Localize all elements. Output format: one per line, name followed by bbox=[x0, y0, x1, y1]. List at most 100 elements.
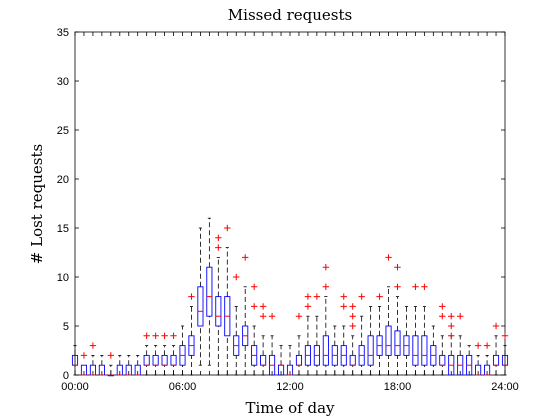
box-item bbox=[304, 293, 312, 376]
box-item bbox=[197, 227, 204, 366]
box-item bbox=[215, 234, 222, 376]
box bbox=[367, 335, 374, 366]
x-tick-label: 06:00 bbox=[169, 381, 197, 393]
outlier-marker bbox=[376, 293, 383, 300]
x-tick-label: 12:00 bbox=[276, 381, 304, 393]
box-item bbox=[492, 322, 500, 376]
box-item bbox=[430, 325, 437, 376]
outlier-marker bbox=[385, 254, 392, 261]
outlier-marker bbox=[215, 244, 222, 251]
outlier-marker bbox=[152, 332, 159, 339]
outlier-marker bbox=[89, 342, 97, 349]
outlier-marker bbox=[268, 313, 276, 320]
y-tick-label: 25 bbox=[57, 125, 69, 137]
outlier-marker bbox=[492, 322, 500, 330]
box bbox=[215, 296, 222, 327]
outlier-marker bbox=[80, 352, 88, 359]
y-tick-label: 0 bbox=[63, 370, 69, 382]
outlier-marker bbox=[143, 332, 150, 339]
box-item bbox=[277, 345, 285, 376]
box-item bbox=[80, 352, 88, 376]
y-tick-label: 20 bbox=[57, 174, 69, 186]
box bbox=[394, 330, 401, 356]
outlier-marker bbox=[340, 303, 347, 310]
outlier-marker bbox=[259, 303, 267, 310]
box bbox=[421, 335, 428, 366]
outlier-marker bbox=[439, 313, 446, 320]
box-item bbox=[385, 254, 392, 376]
outlier-marker bbox=[358, 293, 365, 300]
outlier-marker bbox=[439, 303, 446, 310]
outlier-marker bbox=[242, 254, 249, 261]
chart-title: Missed requests bbox=[228, 6, 352, 24]
outlier-marker bbox=[259, 313, 267, 320]
outlier-marker bbox=[250, 303, 258, 310]
outlier-marker bbox=[448, 332, 455, 339]
outlier-marker bbox=[457, 313, 464, 320]
box-item bbox=[152, 332, 159, 376]
box-item bbox=[358, 293, 365, 376]
outlier-marker bbox=[161, 332, 168, 339]
plot-area bbox=[74, 31, 506, 376]
outlier-marker bbox=[304, 303, 312, 310]
box bbox=[206, 266, 213, 317]
outlier-marker bbox=[448, 313, 455, 320]
outlier-marker bbox=[215, 234, 222, 241]
outlier-marker bbox=[483, 342, 491, 349]
y-axis-label: # Lost requests bbox=[28, 144, 46, 264]
outlier-marker bbox=[188, 293, 195, 300]
y-tick-label: 10 bbox=[57, 272, 69, 284]
outlier-marker bbox=[313, 293, 321, 300]
outlier-marker bbox=[501, 332, 509, 339]
outlier-marker bbox=[304, 293, 312, 300]
outlier-marker bbox=[170, 332, 177, 339]
outlier-marker bbox=[474, 342, 482, 349]
box-item bbox=[474, 342, 482, 376]
outlier-marker bbox=[421, 283, 428, 290]
tick-layer: 0 5 10 15 20 25 30 35 00:00 06:00 12:00 18:00 24:00 bbox=[57, 27, 519, 393]
outlier-marker bbox=[349, 322, 356, 330]
box-item bbox=[349, 303, 356, 376]
y-tick-label: 5 bbox=[63, 321, 69, 333]
box-item bbox=[448, 313, 455, 376]
box-item bbox=[250, 283, 258, 376]
outlier-marker bbox=[322, 264, 330, 271]
y-tick-label: 15 bbox=[57, 223, 69, 235]
y-tick-label: 30 bbox=[57, 76, 69, 88]
box-item bbox=[412, 283, 419, 376]
outlier-marker bbox=[233, 273, 240, 281]
box-layer bbox=[71, 217, 509, 377]
box bbox=[412, 335, 419, 366]
box-item bbox=[501, 332, 509, 376]
box-item bbox=[206, 217, 213, 366]
box bbox=[385, 325, 392, 356]
outlier-marker bbox=[250, 283, 258, 290]
box-item bbox=[170, 332, 177, 376]
outlier-marker bbox=[340, 293, 347, 300]
box-item bbox=[268, 313, 276, 376]
outlier-marker bbox=[349, 303, 356, 310]
box bbox=[197, 286, 204, 327]
box-item bbox=[322, 264, 330, 376]
outlier-marker bbox=[394, 264, 401, 271]
box-item bbox=[224, 224, 231, 376]
outlier-marker bbox=[295, 313, 303, 320]
outlier-marker bbox=[107, 352, 115, 359]
x-axis-label: Time of day bbox=[245, 399, 335, 417]
box bbox=[322, 335, 329, 366]
box-item bbox=[394, 264, 401, 376]
x-tick-label: 24:00 bbox=[491, 381, 519, 393]
outlier-marker bbox=[349, 313, 356, 320]
outlier-marker bbox=[412, 283, 419, 290]
y-tick-label: 35 bbox=[57, 27, 69, 39]
outlier-marker bbox=[322, 283, 330, 290]
box-item bbox=[295, 313, 303, 376]
x-tick-label: 00:00 bbox=[61, 381, 89, 393]
outlier-marker bbox=[224, 224, 231, 232]
box-item bbox=[179, 325, 186, 376]
x-tick-label: 18:00 bbox=[384, 381, 412, 393]
outlier-marker bbox=[448, 322, 455, 330]
outlier-marker bbox=[394, 283, 401, 290]
